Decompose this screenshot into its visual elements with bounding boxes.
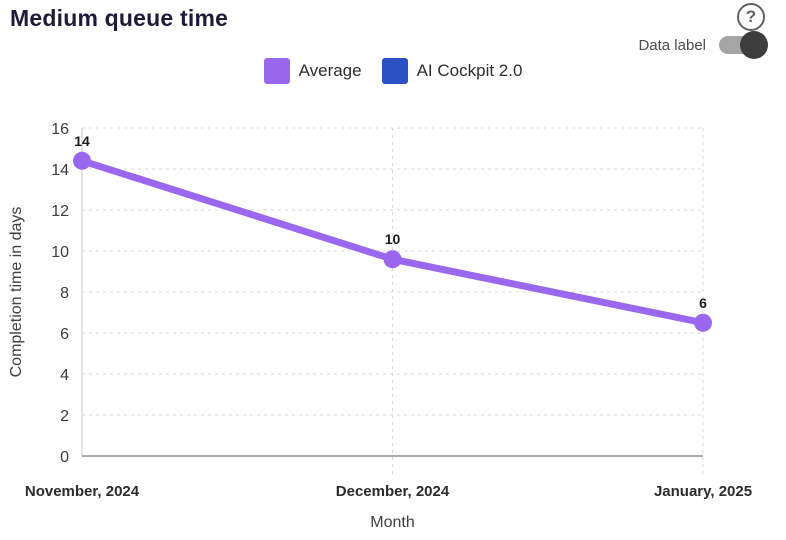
y-tick-label: 10 bbox=[51, 244, 69, 261]
legend-item-average[interactable]: Average bbox=[263, 58, 362, 84]
legend-label-ai-cockpit: AI Cockpit 2.0 bbox=[416, 61, 523, 80]
y-axis-title: Completion time in days bbox=[8, 207, 25, 378]
help-icon[interactable]: ? bbox=[737, 3, 765, 31]
data-label-toggle-row: Data label bbox=[638, 31, 768, 59]
data-point-label: 6 bbox=[699, 295, 707, 311]
data-label-toggle[interactable] bbox=[719, 31, 768, 59]
y-tick-label: 0 bbox=[60, 449, 69, 466]
data-label-toggle-label: Data label bbox=[638, 36, 706, 54]
y-tick-label: 6 bbox=[60, 326, 69, 343]
y-tick-label: 16 bbox=[51, 121, 69, 138]
legend-swatch-average-icon bbox=[263, 58, 290, 84]
y-tick-label: 4 bbox=[60, 367, 69, 384]
data-point[interactable] bbox=[383, 250, 402, 269]
x-axis-title: Month bbox=[370, 514, 414, 531]
y-tick-label: 8 bbox=[60, 285, 69, 302]
x-tick-label: January, 2025 bbox=[654, 483, 752, 500]
x-tick-label: December, 2024 bbox=[336, 483, 450, 500]
data-point-label: 14 bbox=[74, 133, 90, 149]
legend-item-ai-cockpit[interactable]: AI Cockpit 2.0 bbox=[381, 58, 523, 84]
y-tick-label: 2 bbox=[60, 408, 69, 425]
toggle-knob-icon bbox=[740, 31, 768, 59]
chart-legend: Average AI Cockpit 2.0 bbox=[0, 58, 786, 84]
data-point[interactable] bbox=[694, 313, 712, 332]
legend-label-average: Average bbox=[298, 61, 362, 80]
legend-swatch-ai-cockpit-icon bbox=[381, 58, 408, 84]
data-point-label: 10 bbox=[385, 231, 401, 247]
y-tick-label: 14 bbox=[51, 162, 69, 179]
y-tick-label: 12 bbox=[51, 203, 69, 220]
x-tick-label: November, 2024 bbox=[25, 483, 140, 500]
data-point[interactable] bbox=[73, 151, 91, 170]
page-title: Medium queue time bbox=[10, 5, 229, 31]
